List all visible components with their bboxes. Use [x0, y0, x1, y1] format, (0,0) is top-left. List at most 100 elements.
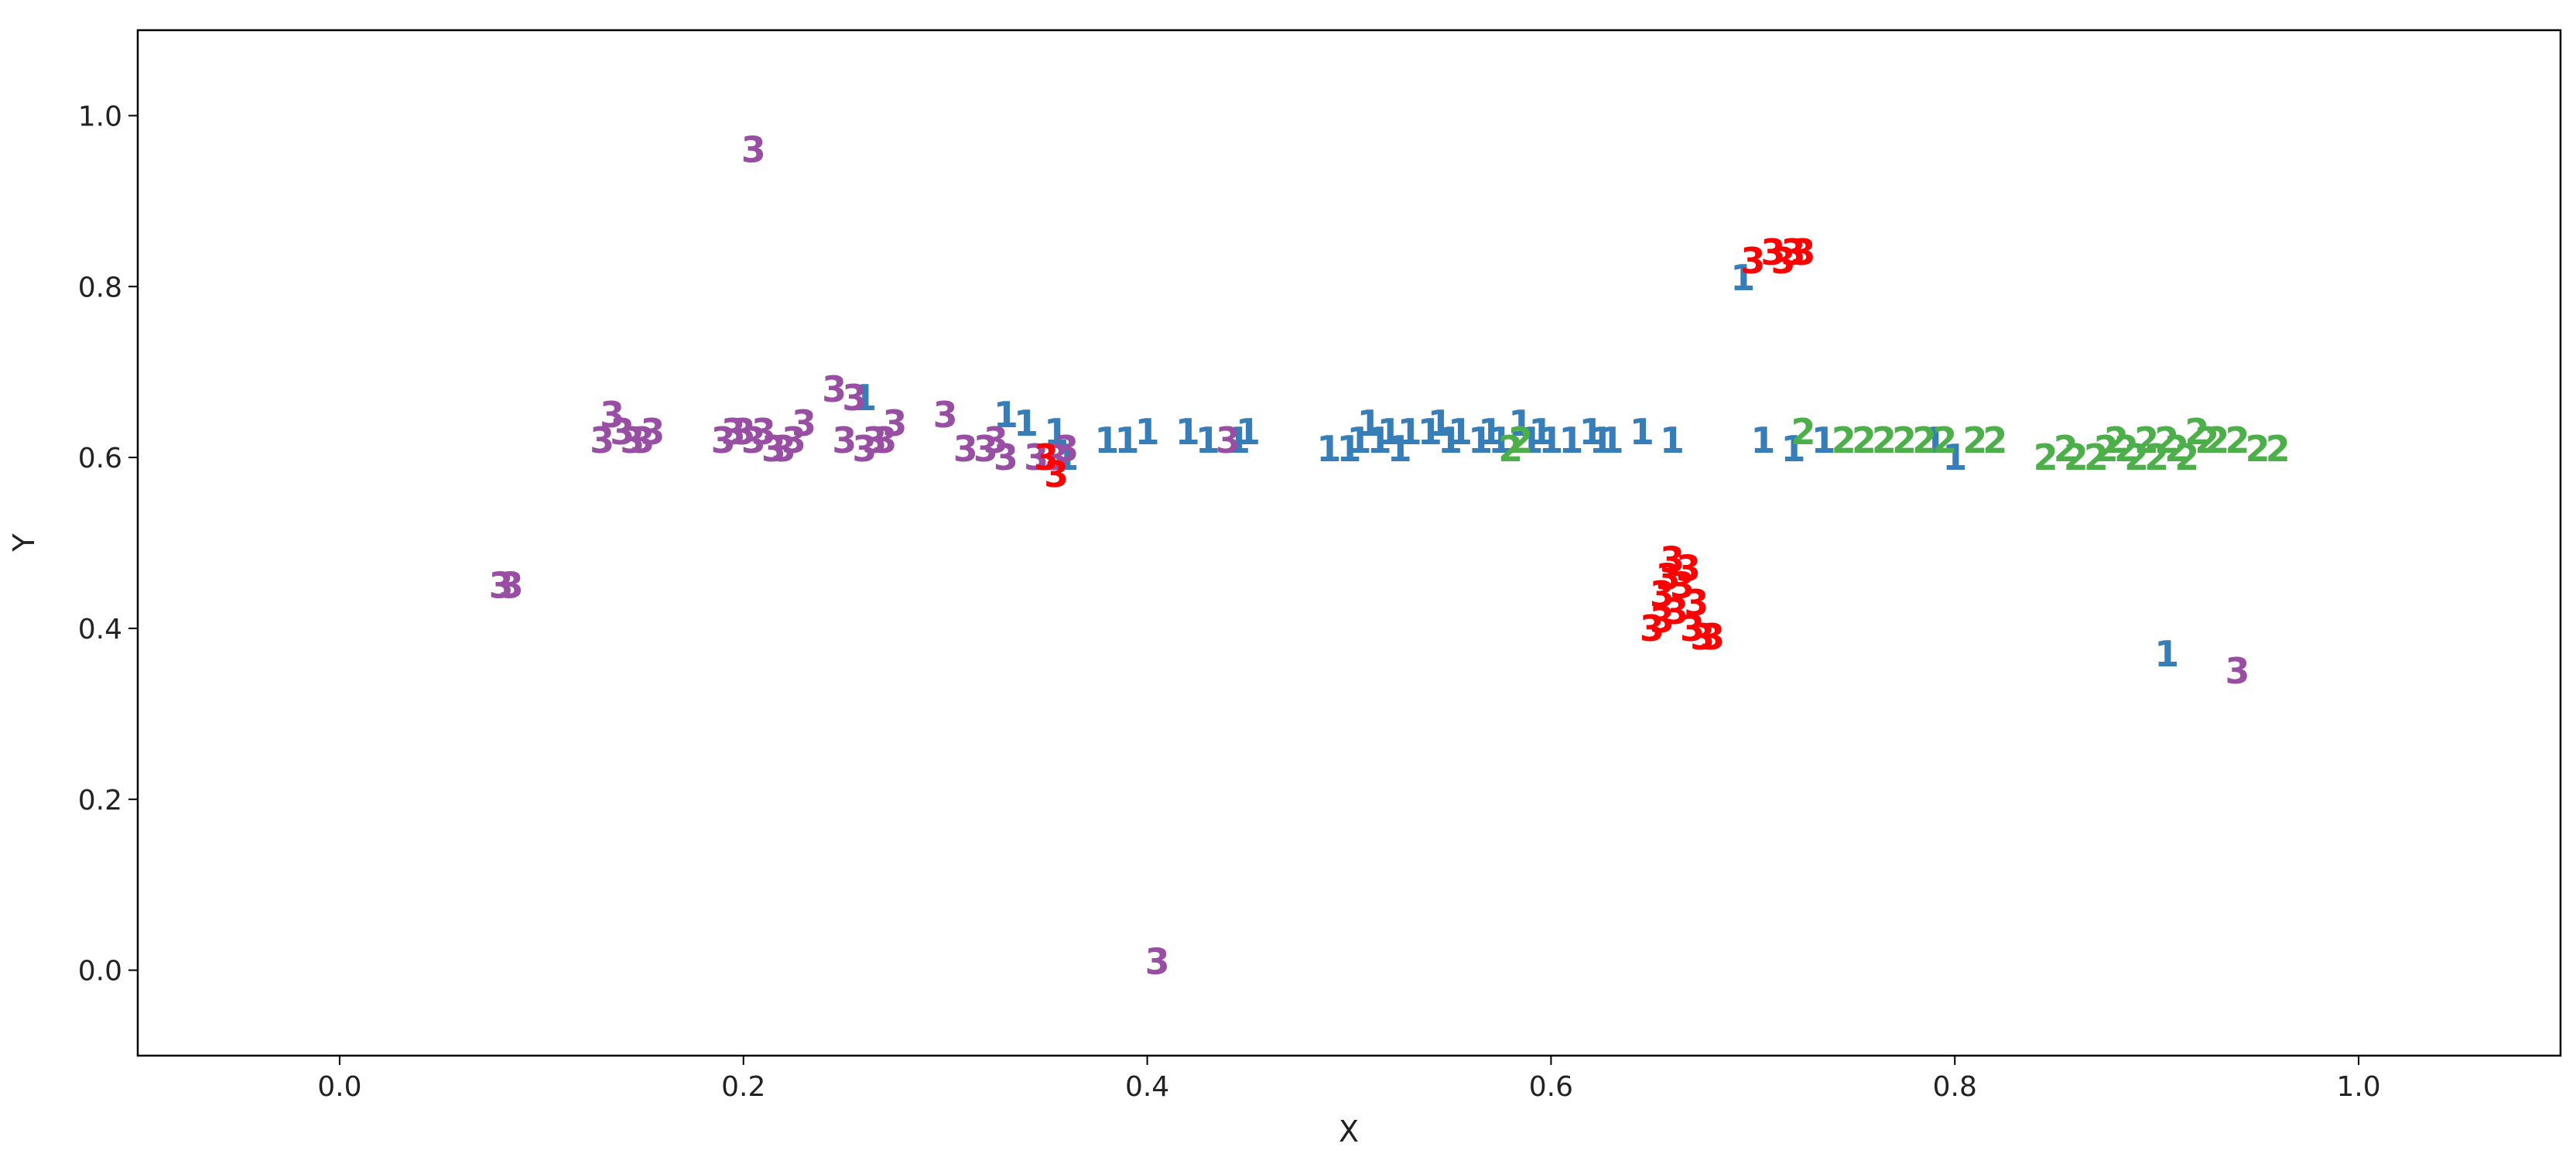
scatter-point-label: 1 — [1630, 411, 1654, 453]
scatter-point-label: 2 — [2195, 419, 2219, 461]
scatter-point-label: 1 — [1175, 411, 1200, 453]
scatter-point-label: 1 — [1518, 419, 1543, 461]
scatter-point-label: 3 — [620, 419, 645, 461]
scatter-point-label: 2 — [2174, 436, 2199, 478]
y-tick-label: 1.0 — [78, 101, 122, 132]
scatter-point-label: 1 — [1528, 411, 1553, 453]
plot-frame — [136, 29, 2562, 1057]
scatter-point-label: 3 — [862, 419, 887, 461]
scatter-point-label: 1 — [1236, 411, 1261, 453]
scatter-point-label: 2 — [2114, 428, 2139, 470]
scatter-point-label: 3 — [590, 419, 614, 461]
scatter-point-label: 3 — [822, 368, 847, 410]
y-tick-label: 0.2 — [78, 785, 122, 817]
scatter-point-label: 1 — [1014, 402, 1038, 444]
scatter-point-label: 2 — [2266, 428, 2290, 470]
scatter-point-label: 1 — [1316, 428, 1341, 470]
scatter-point-label: 3 — [731, 411, 756, 453]
x-axis: 0.0 0.2 0.4 0.6 0.8 1.0 — [317, 1056, 2381, 1103]
scatter-point-label: 1 — [1599, 419, 1624, 461]
scatter-point-label: 2 — [1962, 419, 1987, 461]
scatter-point-label: 3 — [761, 428, 786, 470]
scatter-point-label: 3 — [489, 565, 514, 607]
x-tick-label: 0.6 — [1529, 1071, 1573, 1103]
scatter-point-label: 3 — [1791, 231, 1816, 273]
scatter-point-label: 1 — [1114, 419, 1139, 461]
scatter-point-label: 1 — [1428, 402, 1452, 444]
scatter-point-label: 2 — [2034, 436, 2058, 478]
scatter-point-label: 3 — [1660, 539, 1685, 581]
x-axis-label: X — [1339, 1114, 1359, 1149]
y-axis: 0.0 0.2 0.4 0.6 0.8 1.0 — [78, 101, 138, 988]
scatter-point-label: 1 — [1660, 419, 1685, 461]
scatter-point-label: 1 — [2154, 633, 2179, 675]
scatter-point-label: 1 — [1094, 419, 1119, 461]
scatter-point-label: 2 — [2184, 411, 2209, 453]
scatter-point-label: 3 — [832, 419, 857, 461]
scatter-point-label: 1 — [1488, 419, 1513, 461]
scatter-point-label: 1 — [1347, 419, 1372, 461]
scatter-point-label: 3 — [1690, 616, 1715, 658]
scatter-point-label: 3 — [1670, 565, 1695, 607]
scatter-point-label: 1 — [1750, 419, 1775, 461]
scatter-point-label: 3 — [1664, 591, 1688, 632]
y-tick-label: 0.6 — [78, 443, 122, 474]
scatter-point-label: 1 — [1044, 411, 1069, 453]
scatter-point-label: 3 — [933, 394, 958, 436]
scatter-point-label: 1 — [1397, 411, 1422, 453]
scatter-point-label: 2 — [1932, 419, 1957, 461]
scatter-point-label: 2 — [2205, 419, 2229, 461]
scatter-point-label: 1 — [994, 394, 1018, 436]
y-axis-label: Y — [7, 533, 41, 553]
scatter-point-label: 3 — [610, 411, 635, 453]
scatter-point-label: 3 — [953, 428, 978, 470]
x-tick-label: 0.4 — [1125, 1071, 1169, 1103]
scatter-point-label: 1 — [1387, 428, 1412, 470]
scatter-point-label: 3 — [751, 411, 776, 453]
scatter-point-label: 1 — [1559, 419, 1584, 461]
scatter-point-label: 1 — [1196, 419, 1220, 461]
scatter-point-label: 2 — [2144, 436, 2169, 478]
scatter-point-label: 3 — [1781, 231, 1806, 273]
scatter-point-label: 3 — [1044, 436, 1069, 478]
scatter-point-label: 2 — [2094, 428, 2119, 470]
scatter-point-label: 2 — [1791, 411, 1816, 453]
scatter-point-label: 1 — [1942, 436, 1967, 478]
scatter-point-label: 3 — [640, 411, 665, 453]
scatter-point-label: 2 — [2134, 419, 2159, 461]
scatter-point-label: 2 — [1852, 419, 1876, 461]
scatter-point-label: 1 — [1730, 257, 1755, 299]
scatter-point-label: 1 — [1468, 419, 1493, 461]
scatter-point-label: 1 — [1922, 419, 1947, 461]
scatter-point-label: 3 — [782, 419, 806, 461]
scatter-point-label: 3 — [1770, 240, 1795, 282]
scatter-point-label: 2 — [1832, 419, 1856, 461]
scatter-point-label: 1 — [1589, 419, 1614, 461]
x-tick-label: 0.8 — [1933, 1071, 1977, 1103]
scatter-point-label: 1 — [1781, 428, 1806, 470]
scatter-point-label: 1 — [1336, 428, 1361, 470]
scatter-point-label: 3 — [842, 377, 867, 419]
x-tick-label: 0.0 — [317, 1071, 361, 1103]
scatter-point-label: 2 — [2164, 428, 2189, 470]
scatter-point-label: 1 — [1135, 411, 1160, 453]
scatter-point-label: 3 — [1054, 428, 1079, 470]
scatter-point-label: 1 — [1579, 411, 1604, 453]
scatter-point-label: 2 — [1982, 419, 2007, 461]
scatter-point-label: 3 — [721, 411, 746, 453]
scatter-point-label: 3 — [872, 419, 897, 461]
scatter-point-label: 2 — [1892, 419, 1917, 461]
scatter-point-label: 3 — [2225, 650, 2250, 692]
scatter-point-label: 1 — [1418, 411, 1442, 453]
scatter-point-label: 1 — [1226, 419, 1250, 461]
scatter-point-label: 3 — [1650, 599, 1675, 641]
scatter-point-label: 2 — [2084, 436, 2109, 478]
y-tick-label: 0.0 — [78, 956, 122, 988]
x-tick-label: 1.0 — [2336, 1071, 2380, 1103]
scatter-point-label: 3 — [1676, 548, 1701, 590]
y-tick-label: 0.8 — [78, 272, 122, 303]
